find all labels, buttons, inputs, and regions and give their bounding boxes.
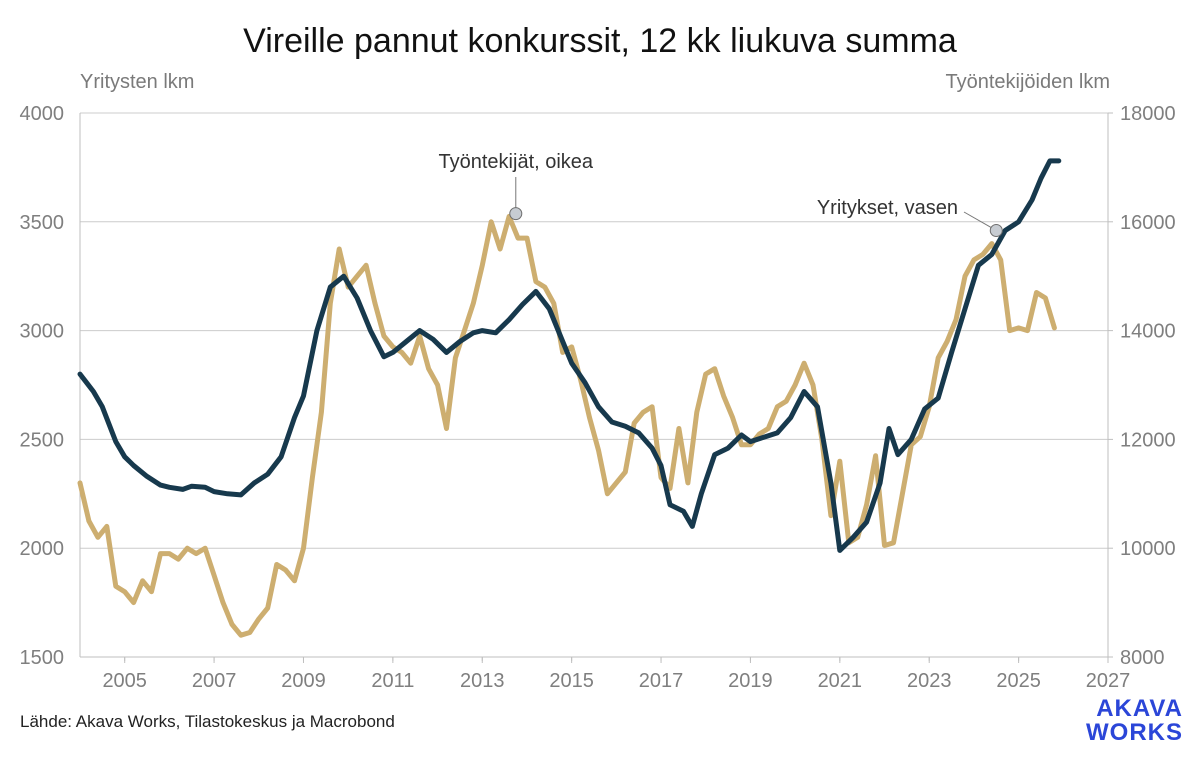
x-tick-label: 2007: [192, 670, 237, 692]
logo-line-2: WORKS: [1086, 719, 1183, 746]
series-line-tyontekijat: [77, 213, 1057, 638]
gridlines: [80, 112, 1108, 549]
left-tick-label: 3500: [20, 212, 65, 234]
right-tick-label: 16000: [1120, 212, 1176, 234]
x-tick-label: 2025: [996, 670, 1041, 692]
left-axis-title: Yritysten lkm: [80, 71, 194, 93]
right-tick-label: 18000: [1120, 103, 1176, 125]
left-tick-label: 1500: [20, 647, 65, 669]
right-tick-label: 8000: [1120, 647, 1165, 669]
annotation-marker: [509, 207, 523, 221]
left-tick-label: 4000: [20, 103, 65, 125]
annotation-marker: [989, 224, 1003, 238]
x-tick-label: 2005: [102, 670, 147, 692]
annotation-leader: [963, 211, 992, 228]
x-tick-label: 2015: [549, 670, 594, 692]
annotations: Työntekijät, oikea Yritykset, vasen: [439, 151, 1003, 238]
logo-line-1: AKAVA: [1096, 695, 1183, 722]
left-tick-label: 2500: [20, 429, 65, 451]
x-tick-label: 2017: [639, 670, 684, 692]
x-tick-label: 2019: [728, 670, 773, 692]
x-tick-label: 2023: [907, 670, 952, 692]
x-tick-label: 2013: [460, 670, 505, 692]
chart-title: Vireille pannut konkurssit, 12 kk liukuv…: [243, 22, 957, 60]
x-tick-label: 2009: [281, 670, 326, 692]
right-tick-label: 10000: [1120, 538, 1176, 560]
axes: 1500 2000 2500 3000 3500 4000 8000 10000 12000 14…: [20, 103, 1176, 692]
right-tick-label: 12000: [1120, 429, 1176, 451]
series-line-yritykset: [77, 158, 1062, 553]
left-tick-label: 2000: [20, 538, 65, 560]
x-tick-label: 2021: [818, 670, 863, 692]
x-tick-label: 2011: [371, 670, 414, 692]
series-lines: [77, 158, 1062, 638]
x-tick-label: 2027: [1086, 670, 1131, 692]
right-axis-title: Työntekijöiden lkm: [945, 71, 1110, 93]
source-note: Lähde: Akava Works, Tilastokeskus ja Mac…: [20, 712, 395, 731]
left-tick-label: 3000: [20, 321, 65, 343]
right-tick-label: 14000: [1120, 321, 1176, 343]
akava-works-logo: AKAVA WORKS: [1086, 695, 1183, 746]
annotation-label: Työntekijät, oikea: [439, 151, 594, 173]
annotation-label: Yritykset, vasen: [817, 197, 958, 219]
